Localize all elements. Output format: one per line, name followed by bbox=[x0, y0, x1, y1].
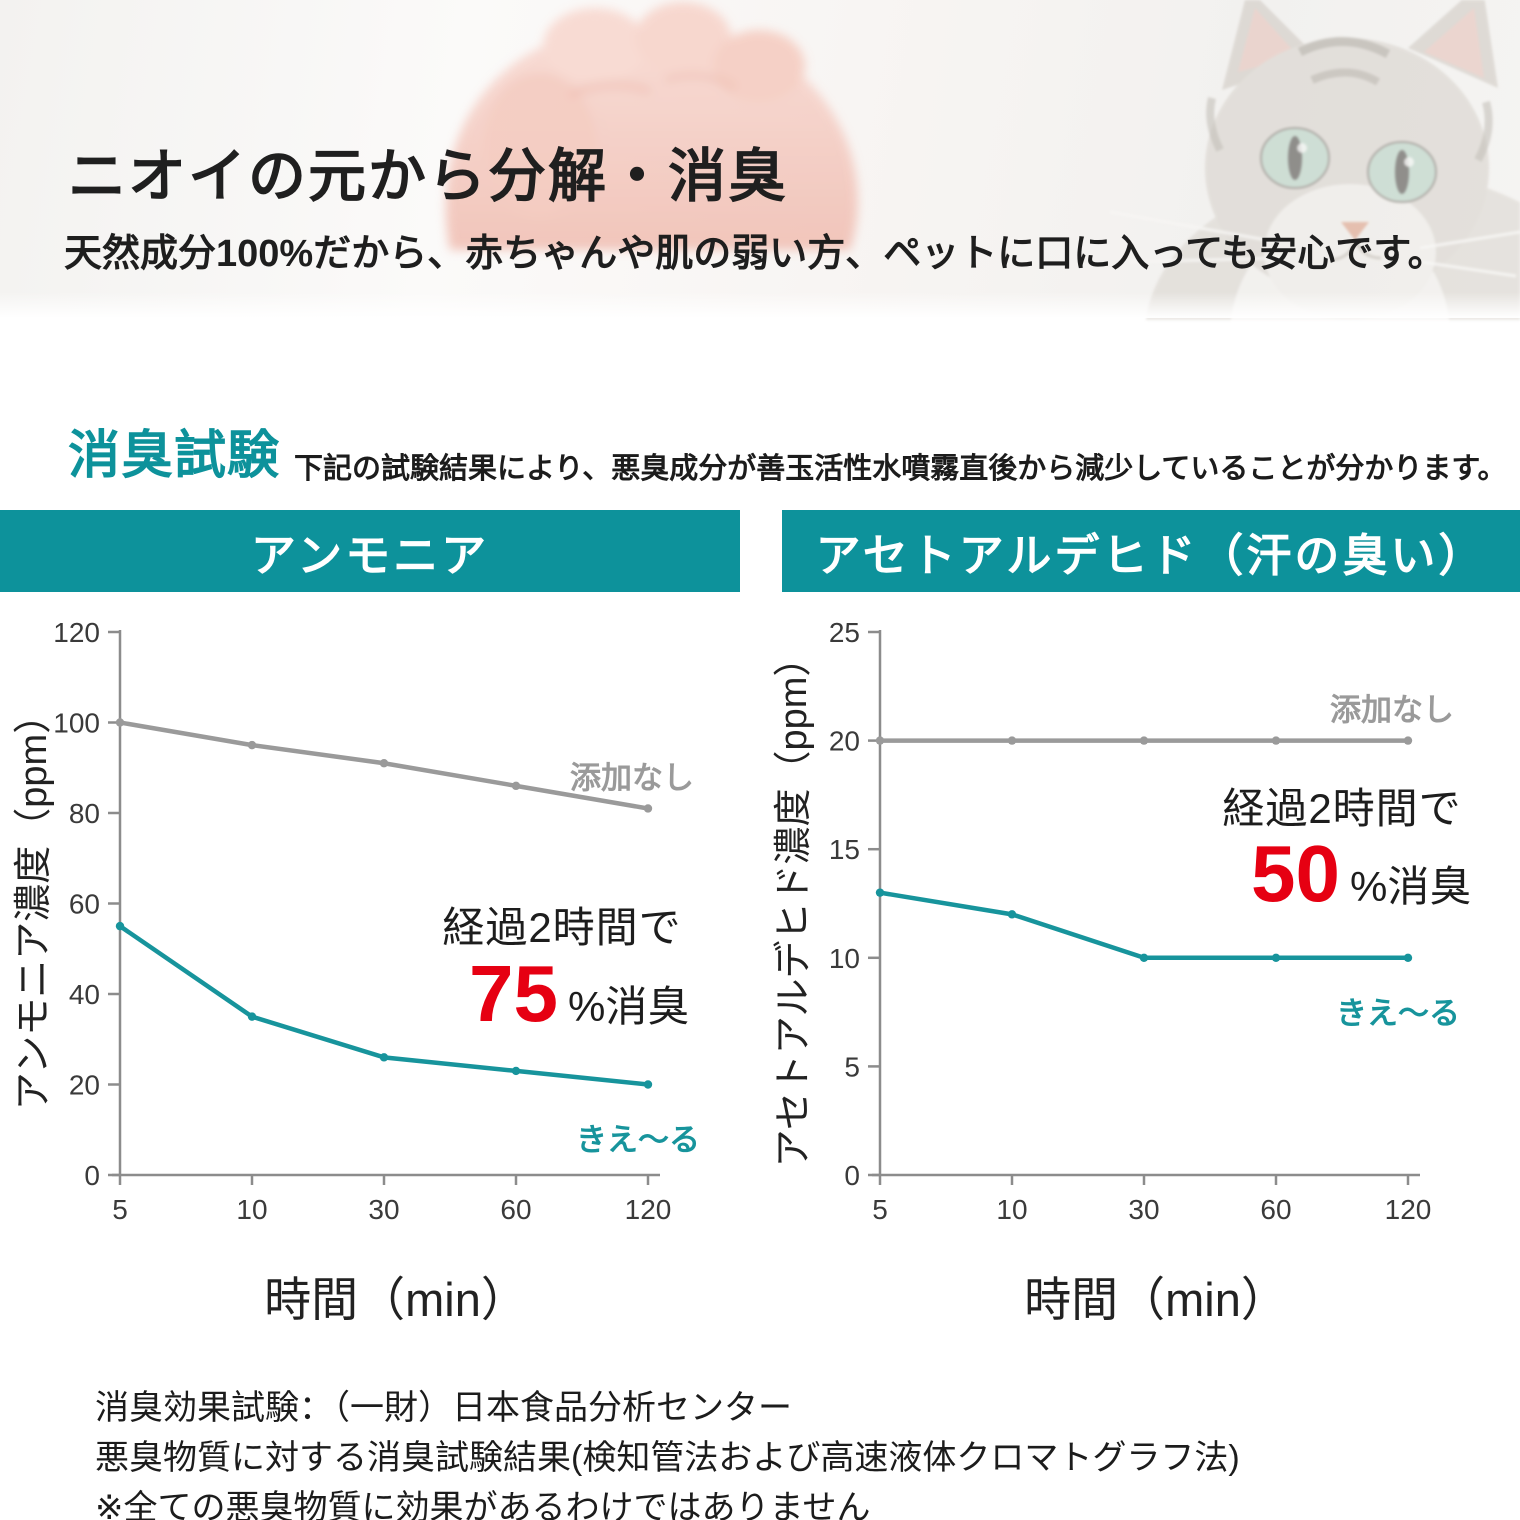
footnote-test-method: 悪臭物質に対する消臭試験結果(検知管法および高速液体クロマトグラフ法) bbox=[95, 1439, 1240, 1477]
svg-text:20: 20 bbox=[829, 726, 860, 757]
series-product: きえ〜る bbox=[875, 888, 1460, 1031]
data-point-marker bbox=[115, 718, 125, 727]
svg-text:10: 10 bbox=[236, 1194, 267, 1225]
svg-text:60: 60 bbox=[1260, 1194, 1291, 1225]
svg-text:10: 10 bbox=[996, 1194, 1027, 1225]
series-label: 添加なし bbox=[1330, 693, 1454, 728]
annotation-line2: 75 %消臭 bbox=[469, 949, 689, 1038]
svg-text:15: 15 bbox=[829, 834, 860, 865]
svg-text:5: 5 bbox=[844, 1051, 860, 1082]
svg-text:アセトアルデヒド濃度（ppm）: アセトアルデヒド濃度（ppm） bbox=[773, 639, 815, 1168]
series-label: 添加なし bbox=[570, 760, 694, 795]
svg-text:25: 25 bbox=[829, 617, 860, 648]
data-point-marker bbox=[875, 888, 885, 897]
x-axis: 5 10 30 60 120 bbox=[872, 1173, 1432, 1225]
svg-text:10: 10 bbox=[829, 943, 860, 974]
data-point-marker bbox=[511, 1066, 521, 1076]
svg-text:80: 80 bbox=[69, 798, 100, 829]
data-point-marker bbox=[247, 740, 257, 750]
annotation-percent-number: 50 bbox=[1251, 829, 1340, 918]
data-point-marker bbox=[875, 736, 885, 745]
data-point-marker bbox=[1007, 736, 1017, 745]
svg-text:5: 5 bbox=[872, 1194, 888, 1225]
ammonia-line-chart: 0 20 40 60 80 100 120 5 10 30 60 120 アンモニア濃度（ppm） 時間（… bbox=[13, 617, 700, 1326]
annotation-line2: 50 %消臭 bbox=[1251, 829, 1471, 918]
data-point-marker bbox=[115, 921, 125, 931]
series-label: きえ〜る bbox=[1336, 996, 1460, 1031]
data-point-marker bbox=[247, 1012, 257, 1021]
data-point-marker bbox=[643, 1080, 653, 1089]
footnote-test-lab: 消臭効果試験：（一財）日本食品分析センター bbox=[95, 1389, 792, 1427]
data-point-marker bbox=[379, 1053, 389, 1062]
svg-text:5: 5 bbox=[112, 1194, 128, 1225]
svg-text:30: 30 bbox=[368, 1194, 399, 1225]
hero-title: ニオイの元から分解・消臭 bbox=[68, 144, 789, 209]
svg-text:0: 0 bbox=[84, 1160, 100, 1191]
svg-text:20: 20 bbox=[69, 1070, 100, 1101]
acetaldehyde-title-bar: アセトアルデヒド（汗の臭い） bbox=[782, 510, 1520, 592]
data-point-marker bbox=[379, 759, 389, 768]
y-axis-title: アンモニア濃度（ppm） bbox=[13, 696, 55, 1110]
series-control: 添加なし bbox=[875, 693, 1454, 745]
svg-text:時間（min）: 時間（min） bbox=[1024, 1273, 1288, 1326]
footnote-disclaimer: ※全ての悪臭物質に効果があるわけではありません bbox=[95, 1489, 871, 1520]
svg-text:120: 120 bbox=[1385, 1194, 1432, 1225]
series-product: きえ〜る bbox=[115, 921, 700, 1158]
svg-text:30: 30 bbox=[1128, 1194, 1159, 1225]
data-point-marker bbox=[511, 781, 521, 791]
x-axis: 5 10 30 60 120 bbox=[112, 1173, 672, 1225]
annotation-percent-suffix: %消臭 bbox=[568, 983, 689, 1030]
annotation-line1: 経過2時間で bbox=[442, 904, 681, 951]
svg-text:0: 0 bbox=[844, 1160, 860, 1191]
data-point-marker bbox=[1271, 953, 1281, 962]
ammonia-title-bar: アンモニア bbox=[0, 510, 740, 592]
svg-text:120: 120 bbox=[625, 1194, 672, 1225]
data-point-marker bbox=[1007, 910, 1017, 919]
y-axis-title: アセトアルデヒド濃度（ppm） bbox=[773, 639, 815, 1168]
section-note: 下記の試験結果により、悪臭成分が善玉活性水噴霧直後から減少していることが分かりま… bbox=[294, 453, 1507, 485]
svg-text:40: 40 bbox=[69, 979, 100, 1010]
data-point-marker bbox=[1271, 736, 1281, 745]
y-axis: 0 5 10 15 20 25 bbox=[829, 617, 882, 1191]
baby-hand-photo bbox=[445, 2, 858, 250]
svg-text:60: 60 bbox=[69, 889, 100, 920]
y-axis: 0 20 40 60 80 100 120 bbox=[53, 617, 122, 1191]
data-point-marker bbox=[1403, 736, 1413, 745]
series-label: きえ〜る bbox=[576, 1123, 700, 1158]
series-control: 添加なし bbox=[115, 718, 694, 813]
hero-subtitle: 天然成分100%だから、赤ちゃんや肌の弱い方、ペットに口に入っても安心です。 bbox=[64, 233, 1446, 275]
svg-text:時間（min）: 時間（min） bbox=[264, 1273, 528, 1326]
cat-photo bbox=[1109, 0, 1520, 320]
ammonia-title: アンモニア bbox=[250, 529, 490, 581]
svg-text:100: 100 bbox=[53, 708, 100, 739]
data-point-marker bbox=[643, 804, 653, 813]
annotation-percent-number: 75 bbox=[469, 949, 558, 1038]
acetaldehyde-title: アセトアルデヒド（汗の臭い） bbox=[815, 529, 1487, 581]
svg-text:120: 120 bbox=[53, 617, 100, 648]
annotation-percent-suffix: %消臭 bbox=[1350, 863, 1471, 910]
x-axis-title: 時間（min） bbox=[264, 1273, 528, 1326]
annotation-line1: 経過2時間で bbox=[1222, 785, 1461, 832]
svg-text:アンモニア濃度（ppm）: アンモニア濃度（ppm） bbox=[13, 696, 55, 1110]
x-axis-title: 時間（min） bbox=[1024, 1273, 1288, 1326]
footnotes: 消臭効果試験：（一財）日本食品分析センター 悪臭物質に対する消臭試験結果(検知管… bbox=[95, 1383, 1435, 1520]
svg-text:60: 60 bbox=[500, 1194, 531, 1225]
hero-banner: ニオイの元から分解・消臭 天然成分100%だから、赤ちゃんや肌の弱い方、ペットに… bbox=[0, 0, 1520, 320]
data-point-marker bbox=[1139, 953, 1149, 962]
section-heading: 消臭試験 bbox=[68, 427, 281, 485]
data-point-marker bbox=[1139, 736, 1149, 745]
data-point-marker bbox=[1403, 953, 1413, 962]
hero-bottom-fade bbox=[0, 292, 1520, 318]
